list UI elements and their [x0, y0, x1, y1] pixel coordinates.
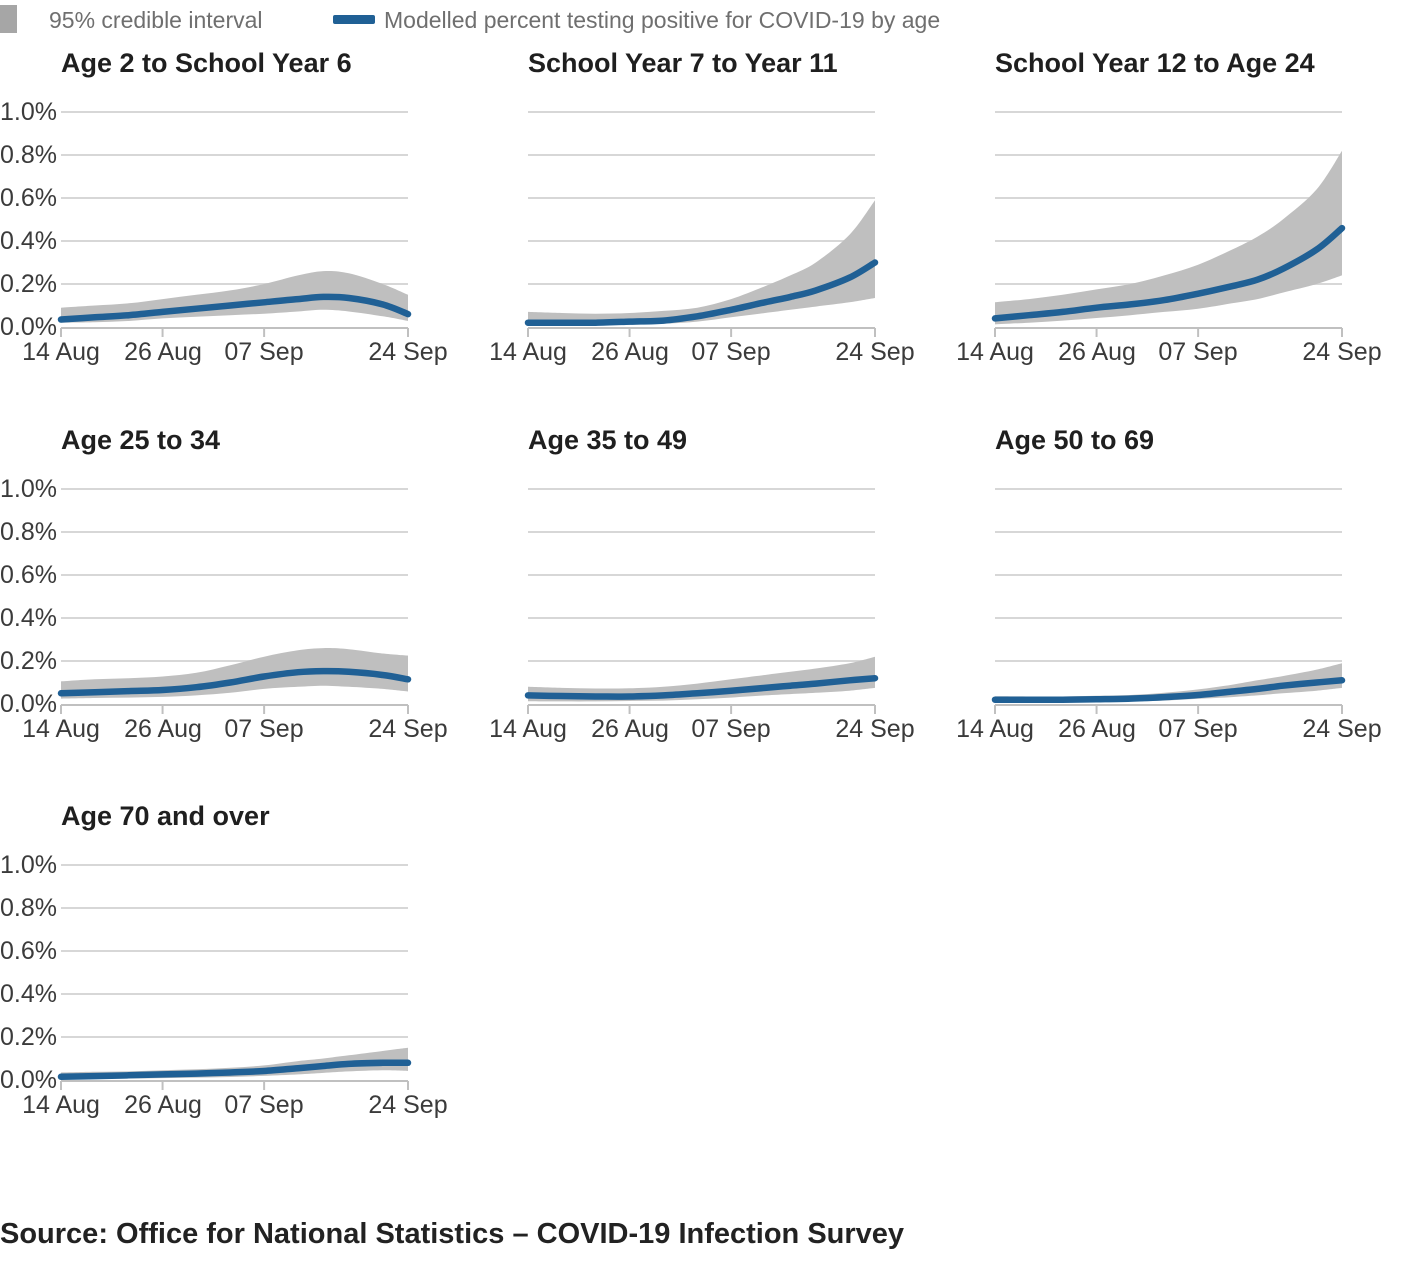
panel-age-25-to-34: Age 25 to 34 1.0% 0.8% 0.6% 0.4% 0.2% 0.… [0, 422, 460, 757]
legend-band-label: 95% credible interval [49, 7, 263, 33]
x-tick-label: 14 Aug [956, 338, 1034, 366]
x-tick-label: 07 Sep [1158, 715, 1238, 743]
panel-title: Age 70 and over [61, 801, 270, 831]
panel-plot [57, 111, 412, 337]
x-tick-label: 14 Aug [489, 715, 567, 743]
x-tick-label: 07 Sep [224, 338, 304, 366]
x-tick-label: 07 Sep [691, 338, 771, 366]
y-tick-label: 0.6% [0, 937, 57, 965]
x-tick-label: 07 Sep [1158, 338, 1238, 366]
panel-plot [991, 111, 1346, 337]
y-tick-label: 0.2% [0, 647, 57, 675]
x-tick-label: 26 Aug [124, 1091, 202, 1119]
x-tick-label: 07 Sep [691, 715, 771, 743]
panel-age-2-to-school-year-6: Age 2 to School Year 6 1.0% 0.8% 0.6% 0.… [0, 45, 460, 380]
y-tick-label: 0.8% [0, 894, 57, 922]
x-tick-label: 14 Aug [489, 338, 567, 366]
x-tick-label: 14 Aug [22, 1091, 100, 1119]
modelled-line-swatch-icon [333, 15, 375, 24]
x-tick-label: 26 Aug [1058, 338, 1136, 366]
panel-title: Age 50 to 69 [995, 425, 1155, 455]
y-tick-label: 0.0% [0, 313, 57, 341]
chart-legend: 95% credible interval Modelled percent t… [0, 0, 1417, 42]
y-tick-label: 0.4% [0, 980, 57, 1008]
panel-school-year-7-to-year-11: School Year 7 to Year 11 14 Aug 26 Aug 0… [467, 45, 927, 380]
y-tick-label: 1.0% [0, 851, 57, 879]
panel-age-35-to-49: Age 35 to 49 14 Aug 26 Aug 07 Sep 24 Sep [467, 422, 927, 757]
x-tick-label: 07 Sep [224, 1091, 304, 1119]
y-tick-label: 0.8% [0, 518, 57, 546]
panel-age-50-to-69: Age 50 to 69 14 Aug 26 Aug 07 Sep 24 Sep [934, 422, 1394, 757]
x-tick-label: 24 Sep [1302, 715, 1382, 743]
x-tick-label: 14 Aug [22, 715, 100, 743]
panel-title: Age 35 to 49 [528, 425, 688, 455]
y-tick-label: 0.6% [0, 184, 57, 212]
panel-plot [524, 488, 879, 714]
panel-plot [524, 111, 879, 337]
y-tick-label: 0.2% [0, 1023, 57, 1051]
x-tick-label: 26 Aug [1058, 715, 1136, 743]
x-tick-label: 24 Sep [368, 1091, 448, 1119]
x-tick-label: 07 Sep [224, 715, 304, 743]
panel-title: School Year 7 to Year 11 [528, 48, 838, 78]
source-attribution: Source: Office for National Statistics –… [0, 1218, 905, 1250]
panel-school-year-12-to-age-24: School Year 12 to Age 24 14 Aug 26 Aug 0… [934, 45, 1394, 380]
panel-plot [57, 864, 412, 1090]
x-tick-label: 24 Sep [835, 338, 915, 366]
panel-title: Age 2 to School Year 6 [61, 48, 352, 78]
panel-plot [57, 488, 412, 714]
panel-age-70-and-over: Age 70 and over 1.0% 0.8% 0.6% 0.4% 0.2%… [0, 798, 460, 1133]
panel-title: Age 25 to 34 [61, 425, 221, 455]
y-tick-label: 0.0% [0, 1066, 57, 1094]
x-tick-label: 26 Aug [591, 338, 669, 366]
y-tick-label: 0.2% [0, 270, 57, 298]
y-tick-label: 0.6% [0, 561, 57, 589]
panel-plot [991, 488, 1346, 714]
y-tick-label: 0.8% [0, 141, 57, 169]
x-tick-label: 26 Aug [124, 338, 202, 366]
y-tick-label: 0.4% [0, 227, 57, 255]
y-tick-label: 1.0% [0, 475, 57, 503]
y-tick-label: 0.0% [0, 690, 57, 718]
x-tick-label: 14 Aug [956, 715, 1034, 743]
x-tick-label: 24 Sep [368, 715, 448, 743]
x-tick-label: 26 Aug [591, 715, 669, 743]
y-tick-label: 0.4% [0, 604, 57, 632]
x-tick-label: 14 Aug [22, 338, 100, 366]
panel-title: School Year 12 to Age 24 [995, 48, 1315, 78]
x-tick-label: 24 Sep [368, 338, 448, 366]
x-tick-label: 26 Aug [124, 715, 202, 743]
x-tick-label: 24 Sep [1302, 338, 1382, 366]
x-tick-label: 24 Sep [835, 715, 915, 743]
legend-line-label: Modelled percent testing positive for CO… [384, 7, 941, 33]
y-tick-label: 1.0% [0, 98, 57, 126]
credible-interval-swatch-icon [0, 5, 17, 33]
